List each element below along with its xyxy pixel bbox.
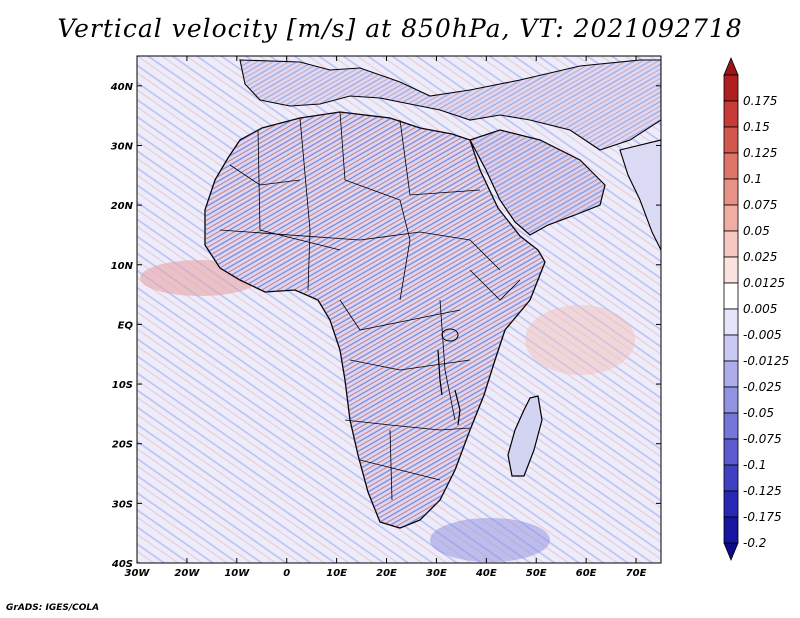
colorbar-swatch	[723, 152, 739, 180]
lat-tick-label: 40N	[110, 82, 134, 93]
lon-tick-label: 10E	[326, 568, 347, 579]
colorbar-swatch	[723, 412, 739, 440]
longitude-axis: 30W 20W 10W 0 10E 20E 30E 40E 50E 60E 70E	[125, 56, 647, 579]
negative-anomaly-south	[430, 518, 550, 562]
colorbar-label: -0.125	[743, 484, 782, 498]
lat-tick-label: EQ	[118, 320, 134, 331]
positive-anomaly-east	[525, 305, 635, 375]
colorbar: 0.175 0.15 0.125 0.1 0.075 0.05 0.025 0.0125 0.0…	[723, 56, 789, 562]
colorbar-swatch	[723, 464, 739, 492]
lat-tick-label: 20S	[112, 440, 133, 451]
colorbar-swatch	[723, 126, 739, 154]
colorbar-swatch	[723, 308, 739, 336]
map-title: Vertical velocity [m/s] at 850hPa, VT: 2…	[57, 14, 743, 43]
colorbar-label: 0.025	[743, 250, 777, 264]
colorbar-label: -0.05	[743, 406, 774, 420]
colorbar-swatch	[723, 334, 739, 362]
lat-tick-label: 10S	[112, 380, 133, 391]
lon-tick-label: 30E	[426, 568, 447, 579]
plot-frame	[136, 55, 662, 564]
colorbar-label: -0.1	[743, 458, 766, 472]
lon-tick-label: 60E	[576, 568, 597, 579]
colorbar-label: -0.2	[743, 536, 766, 550]
colorbar-label: 0.175	[743, 94, 777, 108]
colorbar-swatch	[723, 386, 739, 414]
africa-texture	[205, 112, 545, 528]
colorbar-swatch	[723, 490, 739, 518]
lon-tick-label: 10W	[224, 568, 250, 579]
credit-label: GrADS: IGES/COLA	[6, 603, 100, 613]
country-borders	[219, 111, 521, 501]
colorbar-swatch	[723, 360, 739, 388]
lon-tick-label: 30W	[125, 568, 151, 579]
colorbar-swatch	[723, 438, 739, 466]
lat-tick-label: 10N	[111, 261, 134, 272]
lake-tanganyika	[437, 349, 443, 396]
colorbar-swatch	[723, 256, 739, 284]
lon-tick-label: 70E	[626, 568, 647, 579]
colorbar-label: 0.05	[743, 224, 770, 238]
lon-tick-label: 20E	[376, 568, 397, 579]
lat-tick-label: 30S	[112, 499, 133, 510]
colorbar-label: 0.15	[743, 120, 770, 134]
india-landmass	[619, 139, 661, 251]
lat-tick-label: 40S	[111, 559, 133, 570]
colorbar-label: -0.025	[743, 380, 782, 394]
madagascar-island	[507, 395, 543, 477]
colorbar-label: -0.075	[743, 432, 782, 446]
colorbar-label: 0.1	[743, 172, 762, 186]
colorbar-top-arrow	[723, 56, 739, 76]
lon-tick-label: 40E	[475, 568, 497, 579]
lon-tick-label: 20W	[174, 568, 200, 579]
colorbar-swatch	[723, 74, 739, 102]
colorbar-swatch	[723, 100, 739, 128]
colorbar-label: 0.005	[743, 302, 777, 316]
europe-texture	[240, 60, 661, 150]
lake-malawi	[454, 389, 461, 426]
latitude-axis: 40N 30N 20N 10N EQ 10S 20S 30S 40S	[110, 82, 661, 570]
lat-tick-label: 20N	[111, 201, 134, 212]
lon-tick-label: 50E	[526, 568, 547, 579]
colorbar-label: -0.175	[743, 510, 782, 524]
arabia-texture	[470, 130, 605, 235]
colorbar-bottom-arrow	[723, 542, 739, 562]
colorbar-swatch	[723, 178, 739, 206]
colorbar-swatch	[723, 516, 739, 544]
colorbar-label: -0.005	[743, 328, 782, 342]
colorbar-label: -0.0125	[743, 354, 789, 368]
lon-tick-label: 0	[283, 568, 290, 579]
colorbar-label: 0.125	[743, 146, 777, 160]
colorbar-label: 0.075	[743, 198, 777, 212]
lat-tick-label: 30N	[111, 141, 134, 152]
colorbar-swatch	[723, 282, 739, 310]
colorbar-swatch	[723, 230, 739, 258]
colorbar-label: 0.0125	[743, 276, 785, 290]
colorbar-swatch	[723, 204, 739, 232]
lake-victoria	[441, 328, 459, 342]
